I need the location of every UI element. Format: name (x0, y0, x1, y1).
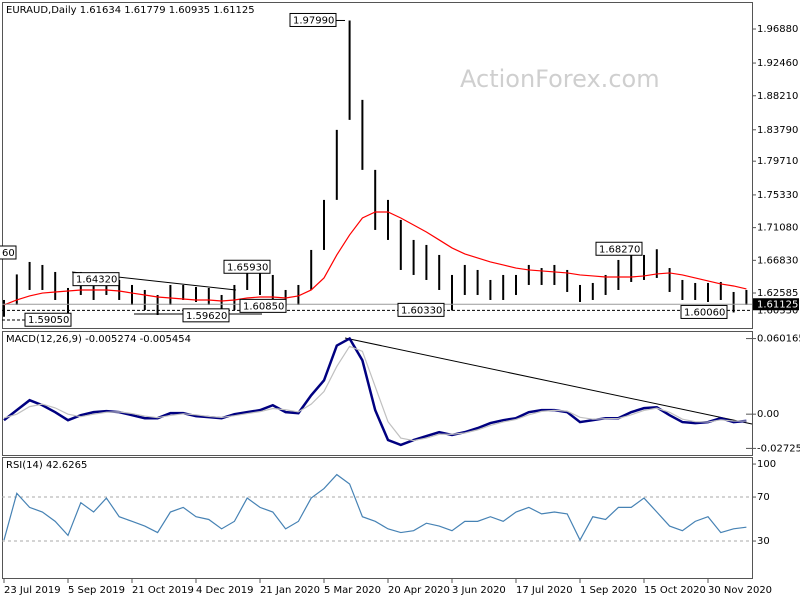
x-tick-label: 5 Mar 2020 (324, 585, 381, 596)
price-title: EURAUD,Daily 1.61634 1.61779 1.60935 1.6… (6, 5, 255, 16)
y-tick-label: 1.79710 (757, 156, 798, 167)
macd-trendline (344, 337, 753, 425)
annotation-box (397, 302, 445, 317)
rsi-panel (2, 457, 753, 579)
annotation-box (72, 272, 120, 287)
indicator-line (3, 345, 747, 442)
watermark: ActionForex.com (460, 65, 660, 93)
last-price-label: 1.61125 (757, 299, 798, 310)
annotation-label: 1.59620 (186, 311, 227, 322)
x-tick-label: 4 Dec 2019 (196, 585, 254, 596)
y-tick-label: 1.66830 (757, 255, 798, 266)
x-tick-label: 23 Jul 2019 (4, 585, 61, 596)
annotation-box (595, 241, 643, 256)
y-tick-label: 100 (757, 459, 776, 470)
x-tick-label: 1 Sep 2020 (580, 585, 637, 596)
x-tick-label: 5 Sep 2019 (68, 585, 125, 596)
y-tick-label: 70 (757, 492, 770, 503)
y-tick-label: 1.96880 (757, 24, 798, 35)
annotation-label: 1.60060 (684, 307, 725, 318)
x-tick-label: 21 Jan 2020 (260, 585, 320, 596)
macd-title: MACD(12,26,9) -0.005274 -0.005454 (6, 334, 191, 345)
y-tick-label: 1.83790 (757, 125, 798, 136)
x-tick-label: 20 Apr 2020 (388, 585, 450, 596)
y-tick-label: 0.00 (757, 409, 779, 420)
annotation-label: 1.68270 (599, 244, 640, 255)
y-tick-label: 0.060165 (757, 334, 800, 345)
annotation-box (680, 304, 728, 319)
y-tick-label: 1.75330 (757, 190, 798, 201)
annotation-box (239, 298, 287, 313)
x-tick-label: 30 Nov 2020 (708, 585, 772, 596)
x-tick-label: 21 Oct 2019 (132, 585, 194, 596)
annotation-label: 1.97990 (293, 15, 334, 26)
x-tick-label: 3 Jun 2020 (452, 585, 506, 596)
y-tick-label: 30 (757, 536, 770, 547)
y-tick-label: 1.62585 (757, 288, 798, 299)
x-tick-label: 17 Jul 2020 (516, 585, 573, 596)
annotation-label: 1.60330 (401, 305, 442, 316)
annotation-box (0, 245, 17, 260)
y-tick-label: 1.88210 (757, 91, 798, 102)
annotation-box (24, 312, 72, 327)
y-tick-label: 1.92460 (757, 58, 798, 69)
annotation-box (223, 259, 271, 274)
price-panel (2, 2, 753, 329)
indicator-line (3, 336, 747, 447)
annotation-label: 1.59050 (28, 315, 69, 326)
annotation-box (182, 308, 230, 323)
y-tick-label: 1.71080 (757, 223, 798, 234)
rsi-title: RSI(14) 42.6265 (6, 460, 87, 471)
annotation-label: 1.64320 (76, 275, 117, 286)
y-tick-label: -0.02725 (757, 443, 800, 454)
annotation-label: 60 (2, 248, 15, 259)
last-price-box (753, 298, 799, 311)
level-label: 1.60330 (757, 305, 798, 316)
moving-average (3, 211, 747, 306)
indicator-line (3, 473, 747, 542)
annotation-label: 1.60850 (243, 301, 284, 312)
annotation-label: 1.65930 (227, 262, 268, 273)
x-tick-label: 15 Oct 2020 (644, 585, 706, 596)
